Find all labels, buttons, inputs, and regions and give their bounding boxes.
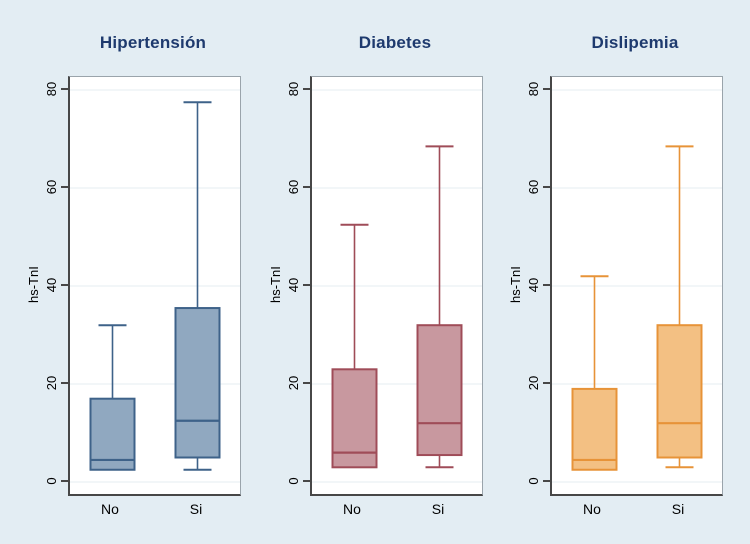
y-tick-mark [61,186,68,188]
y-tick-mark [303,88,310,90]
y-tick-mark [543,186,550,188]
x-label-si: Si [671,501,685,517]
y-tick-mark [543,284,550,286]
iqr-box [331,368,378,469]
boxplot-svg-dislipemia [552,89,722,483]
panel-title-hipertension: Hipertensión [99,33,207,52]
panel-title-dislipemia: Dislipemia [591,33,679,52]
iqr-box [416,324,463,457]
y-tick-label: 20 [286,375,301,391]
y-tick-label: 80 [286,81,301,97]
y-tick-mark [543,88,550,90]
y-axis-label: hs-TnI [26,266,41,303]
y-tick-mark [303,480,310,482]
y-tick-label: 60 [286,179,301,195]
y-tick-mark [61,480,68,482]
plot-area-hipertension [68,76,241,496]
y-tick-label: 40 [286,277,301,293]
y-tick-label: 40 [526,277,541,293]
x-label-no: No [101,501,119,517]
y-tick-label: 80 [44,81,59,97]
y-tick-mark [303,284,310,286]
y-tick-mark [303,382,310,384]
panel-title-diabetes: Diabetes [358,33,432,52]
iqr-box [89,397,136,471]
y-tick-label: 0 [526,477,541,485]
y-tick-label: 40 [44,277,59,293]
y-tick-mark [61,382,68,384]
x-label-no: No [343,501,361,517]
y-tick-label: 60 [44,179,59,195]
plot-area-diabetes [310,76,483,496]
y-tick-mark [61,88,68,90]
x-label-no: No [583,501,601,517]
y-tick-label: 60 [526,179,541,195]
plot-area-dislipemia [550,76,723,496]
y-axis-label: hs-TnI [508,266,523,303]
y-tick-label: 0 [286,477,301,485]
y-tick-label: 80 [526,81,541,97]
y-tick-label: 20 [526,375,541,391]
iqr-box [571,387,618,471]
y-tick-mark [543,382,550,384]
y-tick-mark [61,284,68,286]
iqr-box [174,307,221,459]
iqr-box [656,324,703,459]
boxplot-svg-diabetes [312,89,482,483]
boxplot-svg-hipertension [70,89,240,483]
y-tick-label: 20 [44,375,59,391]
y-axis-label: hs-TnI [268,266,283,303]
x-label-si: Si [431,501,445,517]
y-tick-label: 0 [44,477,59,485]
y-tick-mark [303,186,310,188]
x-label-si: Si [189,501,203,517]
y-tick-mark [543,480,550,482]
